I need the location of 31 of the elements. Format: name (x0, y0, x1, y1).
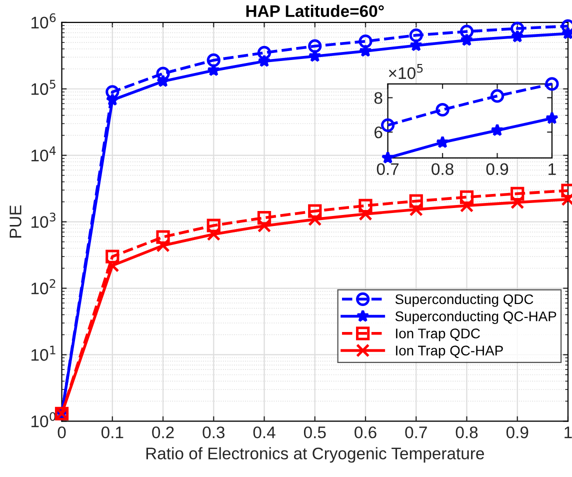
y-tick-label: 10$^{5}$ (32, 80, 56, 95)
legend-label: Superconducting QC-HAP (395, 311, 556, 324)
x-tick-label: 0.4 (253, 426, 276, 438)
y-tick-label: 10$^{2}$ (32, 279, 56, 294)
legend-label: Ion Trap QDC (396, 328, 480, 342)
y-tick-label: 8 (374, 92, 382, 104)
legend-label: Ion Trap QC-HAP (396, 346, 503, 358)
y-tick-label: 6 (374, 126, 382, 138)
x-tick-label: 0.5 (304, 426, 326, 438)
legend-label: Superconducting QDC (395, 294, 534, 307)
chart-title: HAP Latitude=60° (246, 4, 384, 18)
x-tick-label: 0 (58, 426, 66, 438)
x-tick-label: 0.6 (354, 426, 376, 438)
y-axis-title: PUE (10, 205, 22, 238)
x-tick-label: 1 (548, 163, 556, 175)
x-axis-title: Ratio of Electronics at Cryogenic Temperature (146, 447, 484, 463)
y-tick-label: 10$^{3}$ (32, 212, 56, 228)
x-tick-label: 0.3 (202, 426, 224, 438)
y-tick-label: 10$^{4}$ (32, 146, 56, 162)
x-tick-label: 1 (564, 426, 572, 438)
x-tick-label: 0.2 (152, 426, 174, 438)
x-tick-label: 0.7 (376, 163, 399, 175)
x-tick-label: 0.8 (432, 163, 454, 175)
y-tick-label: 10$^{1}$ (32, 346, 56, 361)
y-tick-label: 10$^{6}$ (32, 13, 56, 28)
x-tick-label: 0.7 (405, 426, 427, 438)
x-tick-label: 0.9 (506, 426, 528, 438)
x-tick-label: 0.8 (456, 426, 478, 438)
annotation: ×10$^{5}$ (388, 64, 423, 80)
x-tick-label: 0.9 (486, 163, 508, 175)
x-tick-label: 0.1 (101, 426, 124, 438)
